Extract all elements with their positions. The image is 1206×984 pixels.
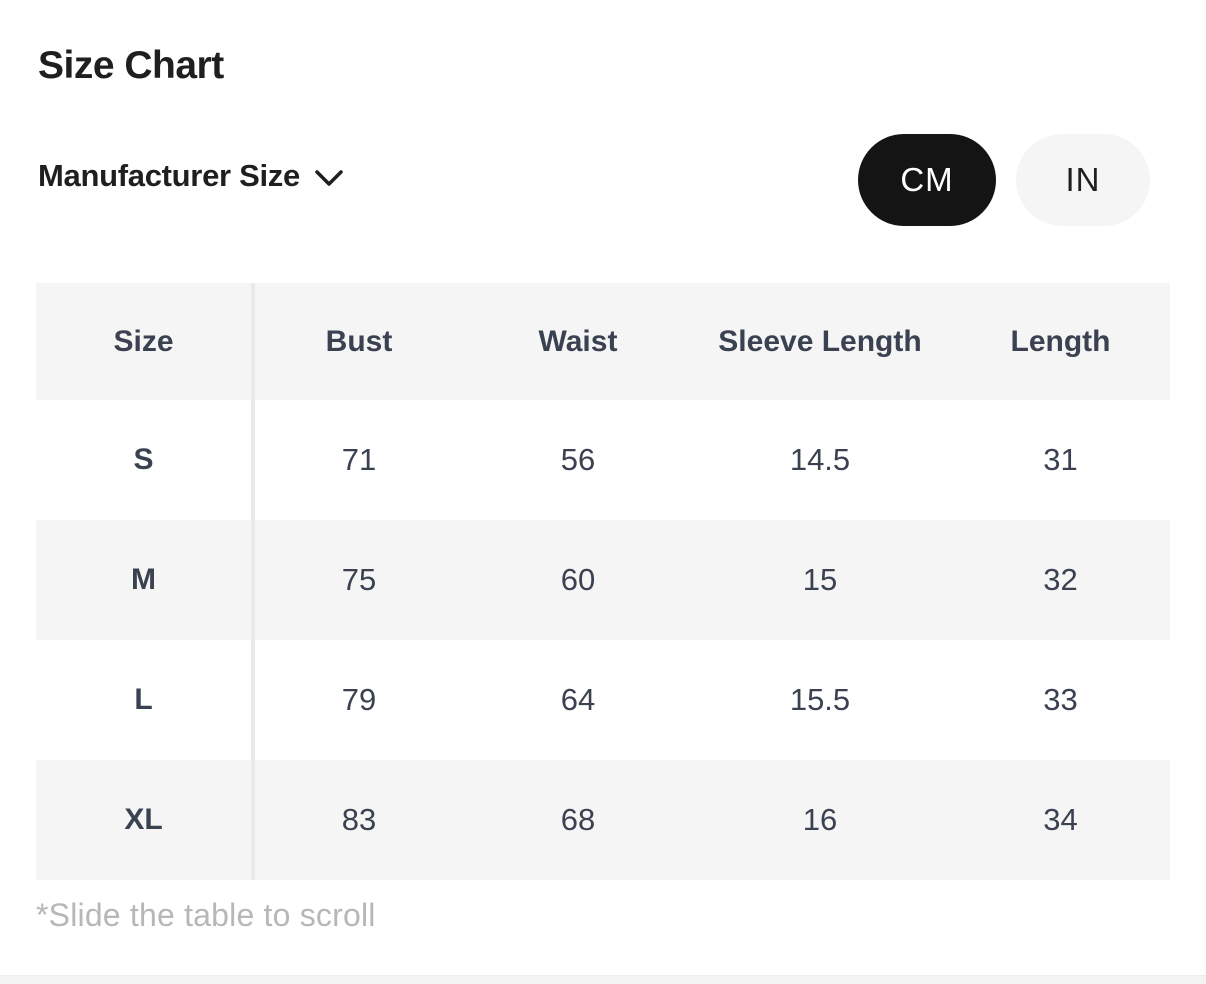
value-cell: 33 xyxy=(1043,682,1078,717)
value-cell: 71 xyxy=(341,442,377,477)
table-row: M 75 60 15 32 xyxy=(36,520,1170,640)
table-header-row: Size Bust Waist Sleeve Length Length xyxy=(36,283,1170,400)
unit-toggle: CM IN xyxy=(858,134,1150,226)
value-cell: 31 xyxy=(1043,442,1078,477)
size-cell: S xyxy=(133,443,154,476)
value-cell: 56 xyxy=(560,442,596,477)
header-cell-bust: Bust xyxy=(325,324,393,358)
table-row: XL 83 68 16 34 xyxy=(36,760,1170,880)
header-cell-sleeve: Sleeve Length xyxy=(718,324,922,358)
value-cell: 34 xyxy=(1043,802,1078,837)
value-cell: 64 xyxy=(560,682,596,717)
manufacturer-size-label: Manufacturer Size xyxy=(38,158,300,193)
value-cell: 60 xyxy=(560,562,596,597)
header-cell-size: Size xyxy=(113,324,174,358)
value-cell: 32 xyxy=(1043,562,1078,597)
value-cell: 16 xyxy=(802,802,838,837)
sticky-column-divider xyxy=(251,283,255,880)
scroll-hint-note: *Slide the table to scroll xyxy=(36,897,376,933)
value-cell: 68 xyxy=(560,802,596,837)
size-table[interactable]: Size Bust Waist Sleeve Length Length S 7… xyxy=(36,283,1170,880)
value-cell: 75 xyxy=(341,562,377,597)
chevron-down-icon xyxy=(315,166,343,187)
bottom-sheet-edge xyxy=(0,975,1206,984)
value-cell: 83 xyxy=(341,802,377,837)
table-row: L 79 64 15.5 33 xyxy=(36,640,1170,760)
size-cell: M xyxy=(131,563,156,596)
size-cell: XL xyxy=(124,803,163,836)
manufacturer-size-dropdown[interactable]: Manufacturer Size xyxy=(38,158,343,194)
value-cell: 14.5 xyxy=(789,442,851,477)
value-cell: 15 xyxy=(802,562,838,597)
value-cell: 79 xyxy=(341,682,377,717)
table-row: S 71 56 14.5 31 xyxy=(36,400,1170,520)
header-cell-length: Length xyxy=(1010,324,1111,358)
header-cell-waist: Waist xyxy=(538,324,618,358)
size-cell: L xyxy=(134,683,153,716)
unit-toggle-cm-button[interactable]: CM xyxy=(858,134,996,226)
unit-toggle-in-button[interactable]: IN xyxy=(1016,134,1150,226)
page-title: Size Chart xyxy=(38,44,224,87)
value-cell: 15.5 xyxy=(789,682,851,717)
